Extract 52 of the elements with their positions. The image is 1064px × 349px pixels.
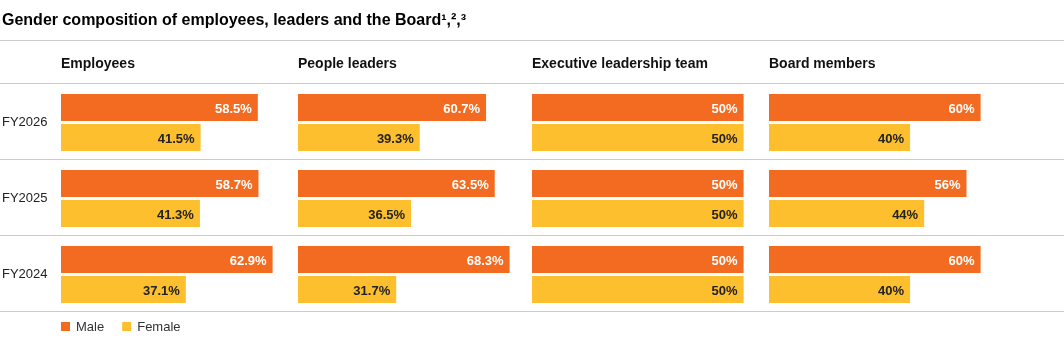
bar [61,170,259,197]
bar [769,124,911,151]
bar [61,200,200,227]
data-label: 44% [892,206,919,222]
bar [298,94,487,121]
data-label: 60% [948,252,976,268]
bar [298,276,397,303]
chart-title: Board members [769,55,876,71]
data-label: 31.7% [353,282,391,298]
chart-title: Executive leadership team [532,55,708,71]
legend-label: Female [137,319,181,334]
data-label: 60.7% [443,100,481,116]
data-label: 37.1% [142,282,181,298]
data-label: 56% [934,176,961,192]
data-label: 36.5% [368,206,406,222]
data-label: 50% [711,130,739,146]
bar [769,170,967,197]
bar [769,276,911,303]
data-label: 50% [711,252,739,268]
bar [61,124,201,151]
data-label: 40% [878,130,905,146]
bar [769,246,981,273]
bar [769,200,925,227]
data-label: 50% [711,282,739,298]
bar [298,124,420,151]
data-label: 41.3% [157,206,195,222]
text: Gender composition of employees, leaders and the Board¹,²,³ [2,11,467,28]
y-tick-label: FY2025 [2,190,48,205]
bar [298,200,412,227]
bar [61,246,273,273]
data-label: 58.7% [215,176,253,192]
y-tick-label: FY2024 [2,266,48,281]
data-label: 41.5% [157,130,196,146]
bar [61,276,186,303]
data-label: 63.5% [451,176,490,192]
data-label: 58.5% [214,100,253,116]
legend-label: Male [76,319,105,334]
data-label: 50% [711,100,739,116]
bar [298,246,510,273]
bar [769,94,981,121]
data-label: 40% [878,282,905,298]
bar [298,170,495,197]
data-label: 60% [948,100,976,116]
y-tick-label: FY2026 [2,114,48,129]
bar [61,94,258,121]
data-label: 68.3% [466,252,505,268]
data-label: 50% [711,176,739,192]
data-label: 39.3% [376,130,415,146]
data-label: 62.9% [229,252,268,268]
data-label: 50% [711,206,739,222]
chart-title: People leaders [298,55,398,71]
chart-title: Employees [61,55,136,71]
